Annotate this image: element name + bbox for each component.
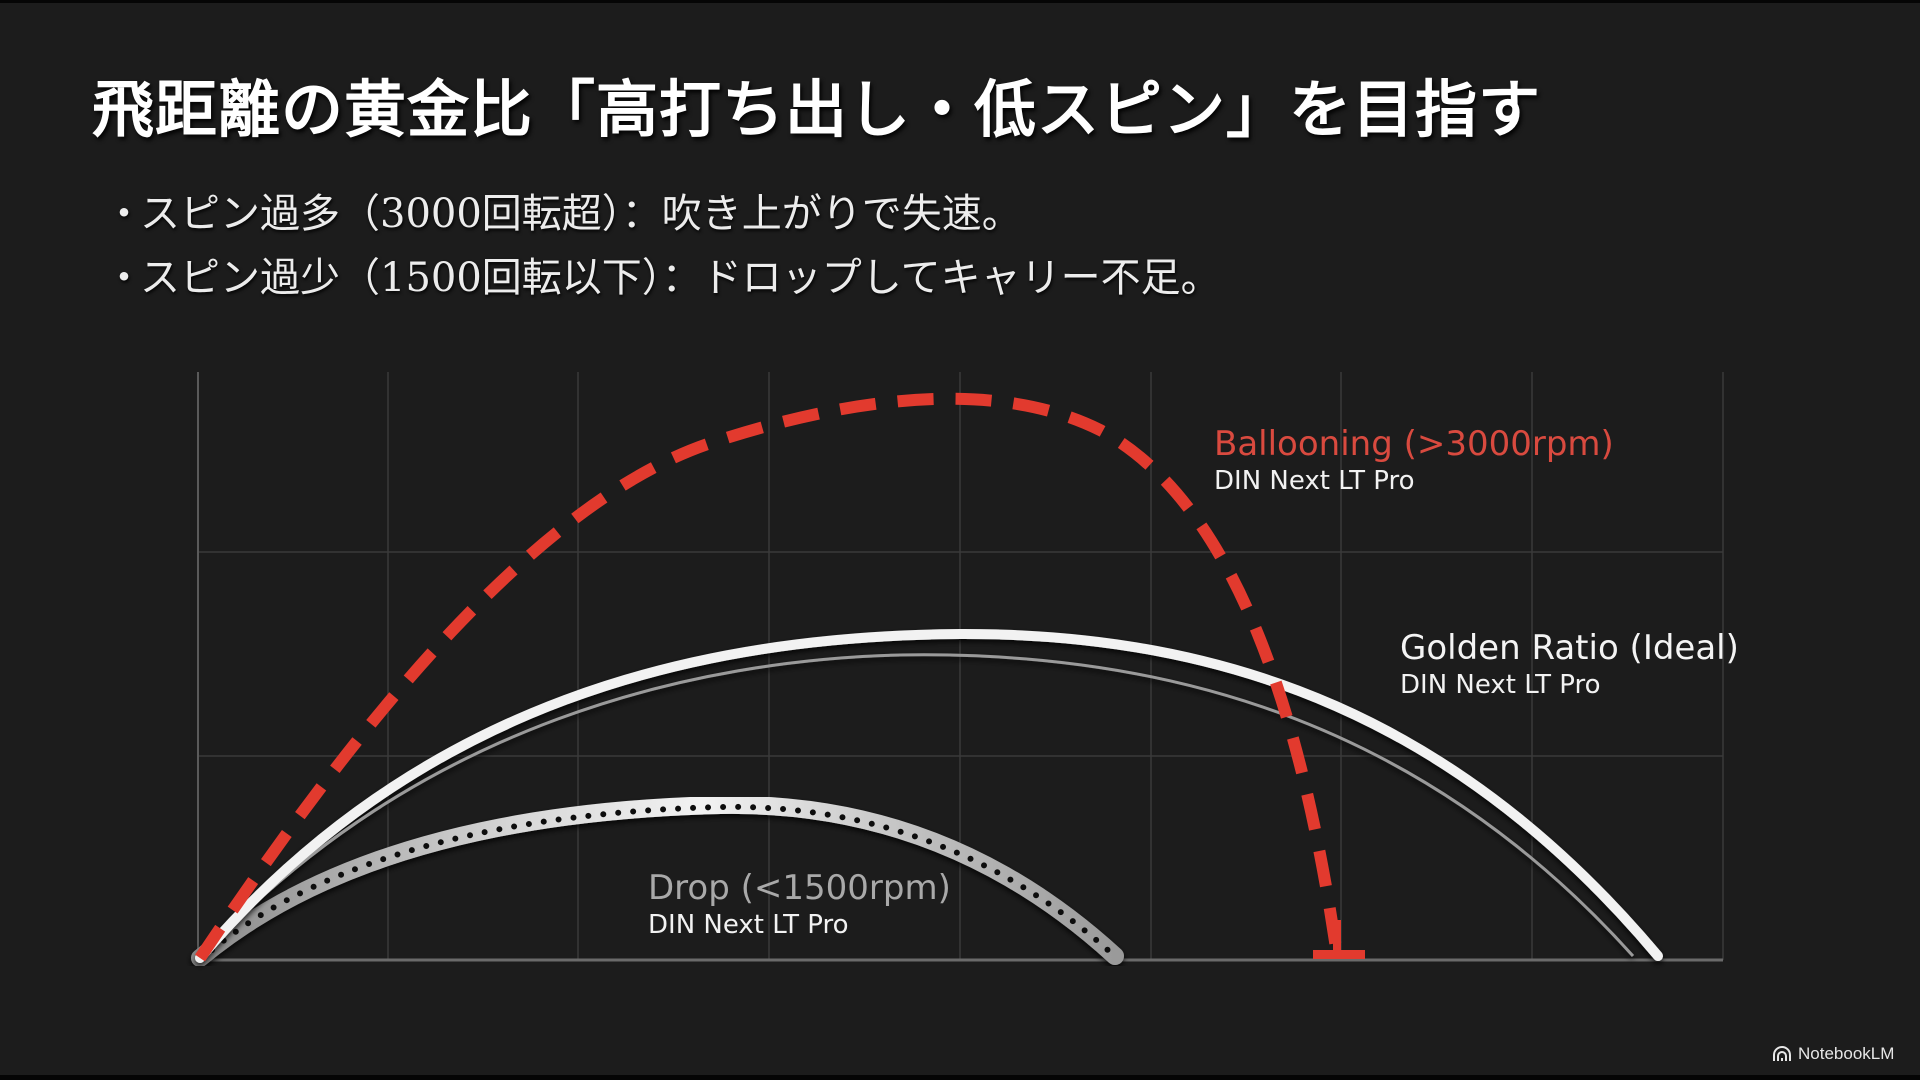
- notebooklm-logo-icon: [1773, 1046, 1791, 1061]
- bullet-list: ・スピン過多（3000回転超）：吹き上がりで失速。 ・スピン過少（1500回転以…: [104, 182, 1221, 310]
- golden-trajectory: [195, 628, 1663, 963]
- brand-name: NotebookLM: [1798, 1044, 1895, 1063]
- bullet-marker: ・: [104, 255, 144, 301]
- bullet-marker: ・: [104, 191, 144, 237]
- ballooning-label: Ballooning (>3000rpm) DIN Next LT Pro: [1214, 424, 1614, 498]
- ballooning-label-subtitle: DIN Next LT Pro: [1214, 466, 1415, 496]
- bullet-item-under-spin: ・スピン過少（1500回転以下）：ドロップしてキャリー不足。: [104, 246, 1221, 310]
- golden-label-subtitle: DIN Next LT Pro: [1400, 670, 1601, 700]
- drop-trajectory: [191, 795, 1124, 967]
- bullet-item-over-spin: ・スピン過多（3000回転超）：吹き上がりで失速。: [104, 182, 1221, 246]
- ballooning-label-title: Ballooning (>3000rpm): [1214, 424, 1614, 464]
- golden-label: Golden Ratio (Ideal) DIN Next LT Pro: [1400, 628, 1739, 702]
- drop-label: Drop (<1500rpm) DIN Next LT Pro: [648, 868, 951, 942]
- drop-label-title: Drop (<1500rpm): [648, 868, 951, 908]
- ballooning-trajectory: [195, 392, 1365, 962]
- top-letterbox: [0, 0, 1920, 3]
- drop-label-subtitle: DIN Next LT Pro: [648, 910, 849, 940]
- bullet-text: スピン過少（1500回転以下）：ドロップしてキャリー不足。: [140, 255, 1221, 301]
- bullet-text: スピン過多（3000回転超）：吹き上がりで失速。: [140, 191, 1022, 237]
- bottom-letterbox: [0, 1075, 1920, 1080]
- golden-label-title: Golden Ratio (Ideal): [1400, 628, 1739, 668]
- slide-title: 飛距離の黄金比「高打ち出し・低スピン」を目指す: [92, 73, 1542, 146]
- notebooklm-watermark: NotebookLM: [1772, 1042, 1894, 1066]
